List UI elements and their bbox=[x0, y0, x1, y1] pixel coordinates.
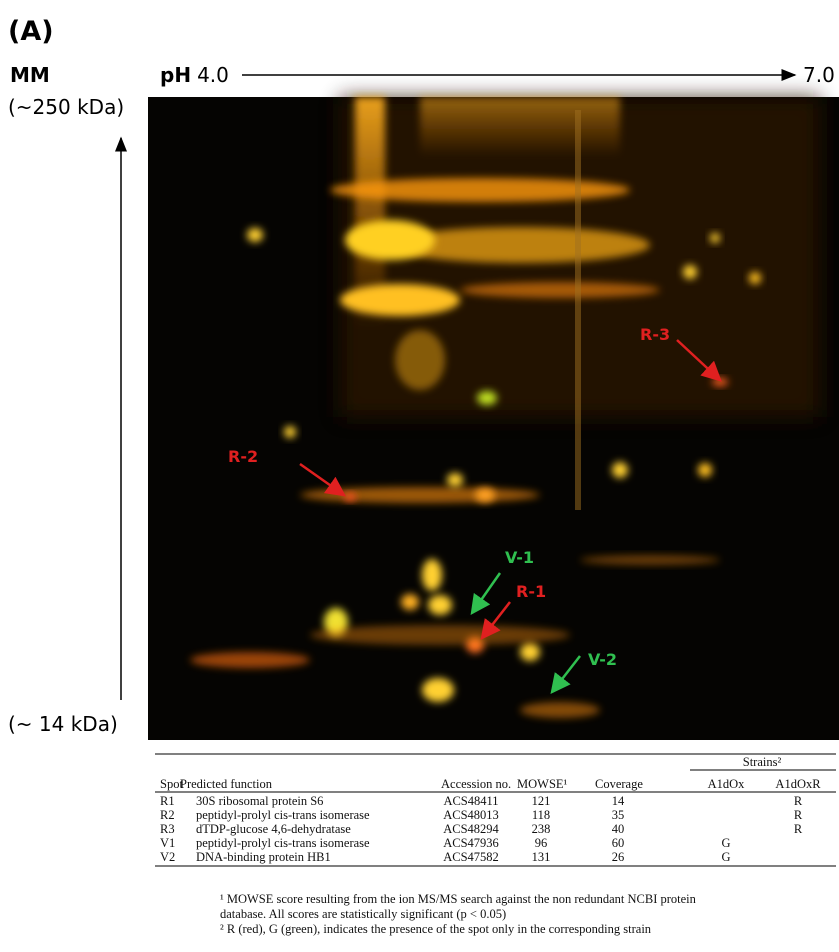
table-cell: ACS47936 bbox=[443, 836, 499, 850]
panel-label: (A) bbox=[8, 16, 54, 47]
spot-arrow bbox=[299, 462, 347, 497]
spot-arrow bbox=[676, 339, 722, 382]
table-cell: 30S ribosomal protein S6 bbox=[196, 794, 323, 808]
spot-label: V-2 bbox=[588, 650, 617, 669]
table-cell: DNA-binding protein HB1 bbox=[196, 850, 331, 864]
spot-arrow bbox=[550, 655, 581, 694]
ph-end: 7.0 bbox=[803, 63, 835, 87]
column-header: Predicted function bbox=[180, 777, 273, 791]
table-cell: R3 bbox=[160, 822, 175, 836]
mm-label: MM bbox=[10, 63, 50, 87]
spot-label: R-2 bbox=[228, 447, 258, 466]
column-header: A1dOxR bbox=[775, 777, 821, 791]
table-cell: dTDP-glucose 4,6-dehydratase bbox=[196, 822, 351, 836]
table-cell: 121 bbox=[532, 794, 551, 808]
spot-arrow bbox=[480, 601, 511, 640]
table-cell: G bbox=[721, 836, 730, 850]
table-cell: 35 bbox=[612, 808, 625, 822]
spot-annotations: R-3 R-2 V-1 R-1 V-2 bbox=[228, 325, 722, 694]
column-header: Spot bbox=[160, 777, 183, 791]
spot-label: R-1 bbox=[516, 582, 546, 601]
table-cell: 96 bbox=[535, 836, 548, 850]
table-cell: 60 bbox=[612, 836, 625, 850]
table-cell: V1 bbox=[160, 836, 175, 850]
table-cell: ACS48013 bbox=[443, 808, 499, 822]
column-header: Accession no. bbox=[441, 777, 511, 791]
table-cell: R bbox=[794, 822, 803, 836]
footnote: database. All scores are statistically s… bbox=[220, 907, 506, 921]
bottom-mass: (~ 14 kDa) bbox=[8, 712, 118, 736]
table-cell: R bbox=[794, 794, 803, 808]
table-cell: G bbox=[721, 850, 730, 864]
ph-start: 4.0 bbox=[197, 63, 229, 87]
table-cell: peptidyl-prolyl cis-trans isomerase bbox=[196, 808, 370, 822]
gel-image bbox=[148, 97, 839, 740]
table-cell: ACS48411 bbox=[443, 794, 498, 808]
footnote: ¹ MOWSE score resulting from the ion MS/… bbox=[220, 892, 697, 906]
table-cell: 131 bbox=[532, 850, 551, 864]
table-cell: 14 bbox=[612, 794, 625, 808]
top-mass: (~250 kDa) bbox=[8, 95, 124, 119]
spot-label: R-3 bbox=[640, 325, 670, 344]
column-header: Coverage bbox=[595, 777, 643, 791]
ph-axis: pH 4.0 bbox=[160, 63, 229, 87]
table-cell: 118 bbox=[532, 808, 550, 822]
table-cell: ACS48294 bbox=[443, 822, 499, 836]
table-cell: 238 bbox=[532, 822, 551, 836]
ph-label: pH bbox=[160, 63, 191, 87]
column-header: A1dOx bbox=[708, 777, 746, 791]
spot-arrow bbox=[470, 572, 502, 616]
column-header: MOWSE¹ bbox=[517, 777, 568, 791]
table-cell: peptidyl-prolyl cis-trans isomerase bbox=[196, 836, 370, 850]
table-cell: ACS47582 bbox=[443, 850, 499, 864]
spot-label: V-1 bbox=[505, 548, 534, 567]
table-cell: R1 bbox=[160, 794, 175, 808]
table-cell: R bbox=[794, 808, 803, 822]
table-cell: R2 bbox=[160, 808, 175, 822]
table-cell: 40 bbox=[612, 822, 625, 836]
strains-header: Strains² bbox=[743, 755, 782, 769]
footnote: ² R (red), G (green), indicates the pres… bbox=[220, 922, 652, 936]
table-cell: 26 bbox=[612, 850, 625, 864]
results-table: Strains² bbox=[155, 753, 836, 867]
table-cell: V2 bbox=[160, 850, 175, 864]
